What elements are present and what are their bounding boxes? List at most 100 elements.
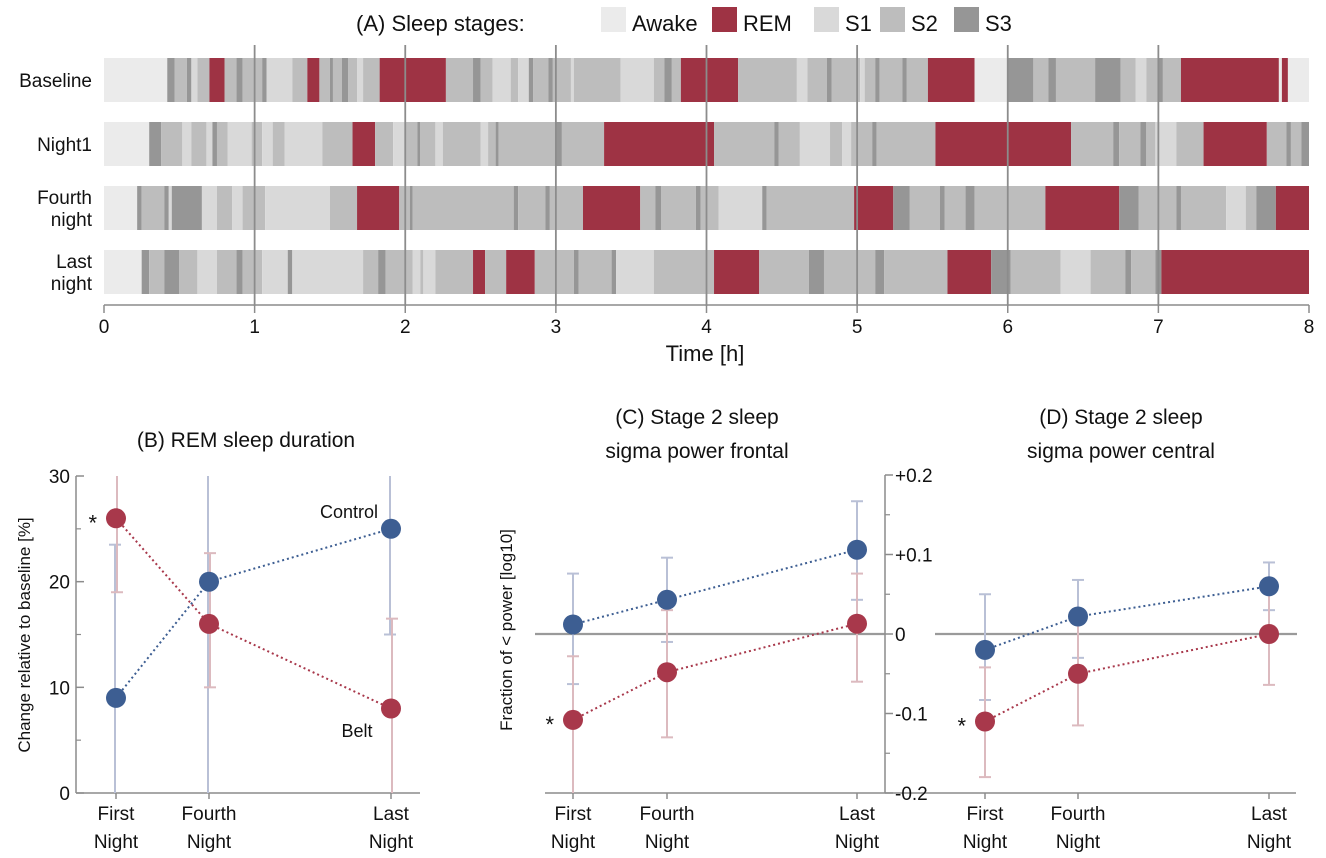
- stage-segment-s2: [766, 186, 855, 230]
- row-label: Fourth: [37, 188, 92, 209]
- panel-c-y-axis-label: Fraction of < power [log10]: [497, 529, 516, 731]
- stage-segment-s2: [700, 186, 719, 230]
- stage-segment-s1: [796, 58, 808, 102]
- y-tick-label: 0: [895, 625, 906, 646]
- stage-segment-s1: [182, 122, 192, 166]
- belt-series-line: [115, 517, 392, 710]
- stage-segment-s1: [492, 58, 511, 102]
- y-tick-label: +0.2: [895, 466, 933, 487]
- panel-a-title: (A) Sleep stages:: [356, 11, 525, 36]
- x-category-label: Night: [369, 832, 414, 853]
- stage-segment-s3: [1301, 122, 1309, 166]
- x-tick-label: 6: [1002, 317, 1013, 338]
- x-tick-label: 2: [400, 317, 411, 338]
- x-category-label: Night: [551, 832, 596, 853]
- stage-segment-s2: [385, 250, 413, 294]
- stage-segment-s2: [778, 122, 800, 166]
- belt-data-point: [106, 508, 126, 529]
- stage-segment-s2: [442, 122, 481, 166]
- control-data-point: [847, 539, 867, 560]
- stage-segment-s2: [445, 58, 474, 102]
- stage-segment-s3: [473, 58, 481, 102]
- stage-segment-s2: [851, 122, 873, 166]
- stage-segment-s1: [292, 250, 364, 294]
- stage-segment-s3: [774, 122, 779, 166]
- stage-segment-s2: [1266, 122, 1287, 166]
- panel-d-title-line-1: (D) Stage 2 sleep: [1039, 406, 1202, 429]
- stage-segment-s3: [965, 186, 975, 230]
- belt-data-point: [975, 711, 995, 732]
- stage-segment-s1: [1226, 186, 1246, 230]
- stage-segment-s3: [1158, 58, 1163, 102]
- control-data-point: [381, 518, 401, 539]
- stage-segment-rem: [947, 250, 992, 294]
- stage-segment-awake: [1287, 58, 1309, 102]
- stage-segment-rem: [604, 122, 715, 166]
- panel-c-plot: *: [545, 500, 867, 793]
- stage-segment-s3: [164, 250, 180, 294]
- stage-segment-s1: [262, 250, 288, 294]
- stage-segment-s3: [186, 58, 192, 102]
- stage-segment-rem: [854, 186, 894, 230]
- stage-segment-awake: [104, 58, 168, 102]
- panel-b-axes: 0 10 20 30 First Night Fourth Night Last Night: [49, 467, 420, 853]
- stage-segment-s3: [611, 250, 617, 294]
- stage-segment-s2: [488, 122, 496, 166]
- belt-significance-marker: *: [88, 510, 97, 535]
- stage-segment-awake: [104, 122, 150, 166]
- x-tick-label: 5: [852, 317, 863, 338]
- stage-segment-rem: [1045, 186, 1120, 230]
- stage-segment-s2: [224, 58, 237, 102]
- stage-segment-s2: [653, 58, 665, 102]
- panel-d-title-line-2: sigma power central: [1027, 440, 1215, 463]
- stage-segment-s2: [552, 58, 571, 102]
- stage-segment-s2: [498, 122, 556, 166]
- stage-segment-s2: [640, 186, 656, 230]
- stage-segment-awake: [1278, 58, 1282, 102]
- stage-segment-s2: [179, 250, 198, 294]
- y-tick-label: 30: [49, 467, 70, 488]
- stage-segment-s1: [616, 250, 654, 294]
- stage-segment-s2: [1146, 122, 1156, 166]
- belt-series-line: [572, 622, 858, 721]
- belt-data-point: [1259, 624, 1279, 644]
- panel-b-plot: *: [88, 476, 401, 793]
- panel-c-title-line-2: sigma power frontal: [605, 440, 788, 463]
- control-data-point: [1068, 606, 1088, 627]
- stage-segment-s3: [695, 186, 701, 230]
- stage-segment-s1: [518, 58, 529, 102]
- stage-segment-s2: [1290, 122, 1302, 166]
- stage-segment-s3: [762, 186, 767, 230]
- stage-segment-s2: [216, 250, 237, 294]
- x-category-label: Fourth: [640, 804, 695, 825]
- stage-segment-s2: [480, 58, 493, 102]
- stage-segment-s1: [570, 58, 574, 102]
- stage-segment-s3: [875, 58, 880, 102]
- legend-swatch-s2: [880, 7, 905, 32]
- stage-segment-awake: [104, 250, 142, 294]
- stage-segment-s2: [251, 122, 263, 166]
- stage-segment-s3: [655, 186, 662, 230]
- stage-segment-s1: [620, 58, 654, 102]
- stage-segment-s2: [363, 250, 379, 294]
- stage-segment-s2: [510, 58, 519, 102]
- stage-segment-s2: [412, 186, 514, 230]
- stage-segment-s2: [216, 186, 233, 230]
- stage-segment-rem: [935, 122, 1072, 166]
- stage-segment-s2: [292, 58, 308, 102]
- panel-a-legend: Awake REM S1 S2 S3: [601, 7, 1012, 36]
- stage-segment-rem: [1180, 58, 1279, 102]
- legend-label-s1: S1: [845, 11, 872, 36]
- panel-d-axes: -0.2 -0.1 0 +0.1 +0.2 First Night Fourth Night La…: [884, 466, 1297, 853]
- stage-segment-rem: [307, 58, 320, 102]
- stage-segment-s3: [1256, 186, 1276, 230]
- stage-segment-s3: [872, 122, 877, 166]
- stage-segment-s2: [864, 58, 876, 102]
- stage-segment-s1: [262, 122, 273, 166]
- control-data-point: [657, 589, 677, 610]
- stage-segment-s2: [242, 250, 263, 294]
- stage-segment-s3: [1048, 58, 1056, 102]
- stage-segment-s3: [329, 58, 333, 102]
